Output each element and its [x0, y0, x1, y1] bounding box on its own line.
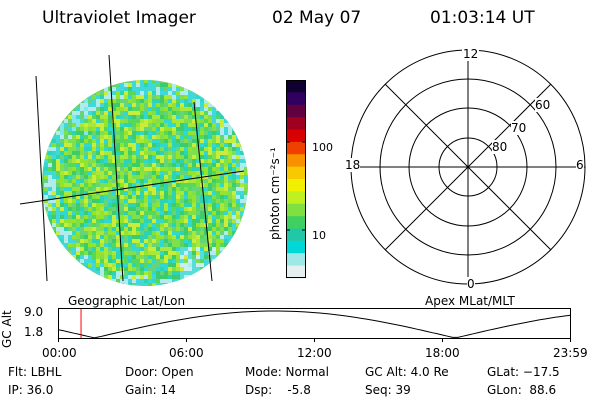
- polar-grid: [350, 49, 586, 285]
- mlt-label-6: 6: [576, 158, 584, 172]
- info-ip: IP: 36.0: [8, 383, 54, 397]
- timeline-xtick-0600: 06:00: [169, 346, 204, 360]
- colorbar-swatch: [286, 265, 306, 279]
- info-gcalt: GC Alt: 4.0 Re: [365, 365, 449, 379]
- timeline-ytick-high: 9.0: [24, 305, 44, 319]
- geo-grid-lines: [19, 54, 245, 282]
- colorbar: [286, 80, 306, 279]
- mlt-label-12: 12: [462, 47, 480, 61]
- timeline-xtick-0000: 00:00: [42, 346, 77, 360]
- info-glat: GLat: −17.5: [487, 365, 560, 379]
- info-flt: Flt: LBHL: [8, 365, 62, 379]
- info-dsp: Dsp: -5.8: [245, 383, 311, 397]
- apex-caption: Apex MLat/MLT: [425, 294, 515, 308]
- date-label: 02 May 07: [272, 8, 362, 28]
- colorbar-swatch: [286, 166, 306, 180]
- colorbar-swatch: [286, 92, 306, 106]
- timeline-xtick-2359: 23:59: [553, 346, 588, 360]
- colorbar-swatch: [286, 240, 306, 254]
- colorbar-swatch: [286, 191, 306, 205]
- info-mode: Mode: Normal: [245, 365, 329, 379]
- colorbar-tick-10: 10: [312, 229, 326, 242]
- lat-label-80: 80: [492, 140, 508, 154]
- info-gain: Gain: 14: [125, 383, 176, 397]
- timeline-axis-label: GC Alt: [0, 310, 14, 348]
- info-door: Door: Open: [125, 365, 194, 379]
- colorbar-swatch: [286, 141, 306, 155]
- colorbar-swatch: [286, 104, 306, 118]
- lat-label-70: 70: [511, 121, 527, 135]
- timeline-ytick-low: 1.8: [24, 325, 44, 339]
- app-title: Ultraviolet Imager: [42, 8, 196, 28]
- colorbar-swatch: [286, 216, 306, 229]
- uv-image-disk: [19, 54, 248, 286]
- colorbar-tick-100: 100: [312, 141, 333, 154]
- timeline-xtick-1800: 18:00: [425, 346, 460, 360]
- colorbar-swatch: [286, 129, 306, 143]
- mlt-label-18: 18: [345, 158, 361, 172]
- colorbar-swatch: [286, 253, 306, 267]
- info-seq: Seq: 39: [365, 383, 411, 397]
- colorbar-swatch: [286, 179, 306, 192]
- colorbar-swatch: [286, 154, 306, 168]
- timeline-xtick-1200: 12:00: [297, 346, 332, 360]
- time-label: 01:03:14 UT: [430, 8, 535, 28]
- colorbar-swatch: [286, 203, 306, 217]
- colorbar-swatch: [286, 80, 306, 93]
- orbit-timeline: [58, 308, 571, 342]
- geo-caption: Geographic Lat/Lon: [68, 294, 186, 308]
- info-glon: GLon: 88.6: [487, 383, 557, 397]
- colorbar-unit-label: photon cm⁻²s⁻¹: [268, 147, 282, 240]
- mlt-label-0: 0: [467, 277, 475, 291]
- lat-label-60: 60: [535, 98, 551, 112]
- colorbar-swatch: [286, 117, 306, 130]
- colorbar-swatch: [286, 228, 306, 242]
